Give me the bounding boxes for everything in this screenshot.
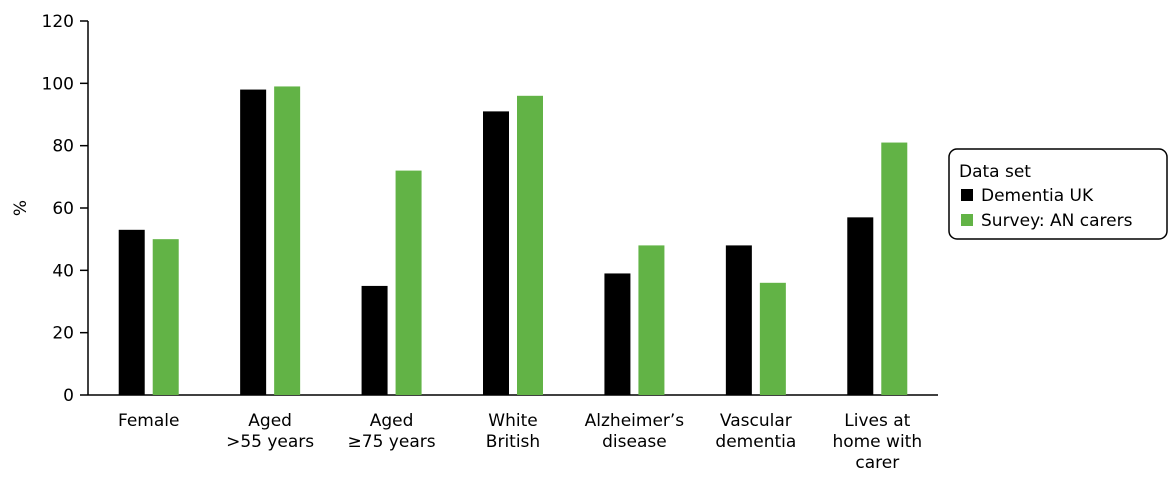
bars	[118, 86, 908, 396]
bar-dementia-uk-0	[118, 229, 145, 395]
y-tick-label-120: 120	[42, 12, 74, 32]
bar-dementia-uk-1	[240, 89, 267, 396]
y-axis-title: %	[11, 200, 31, 216]
bar-survey-an-carers-2	[395, 170, 422, 395]
legend: Data set Dementia UK Survey: AN carers	[948, 148, 1168, 240]
category-label-3: White British	[486, 411, 540, 452]
bar-survey-an-carers-5	[759, 282, 786, 395]
legend-title: Data set	[959, 162, 1031, 182]
category-label-0: Female	[118, 411, 179, 431]
bar-survey-an-carers-3	[517, 95, 543, 396]
legend-swatch-survey-an-carers	[961, 214, 973, 226]
legend-label-survey-an-carers: Survey: AN carers	[981, 211, 1133, 231]
legend-box	[948, 148, 1168, 240]
bar-dementia-uk-6	[847, 217, 874, 395]
bar-dementia-uk-3	[483, 111, 509, 395]
legend-label-dementia-uk: Dementia UK	[981, 186, 1094, 206]
bar-survey-an-carers-6	[881, 142, 908, 395]
category-label-4: Alzheimer’s disease	[585, 411, 685, 452]
y-tick-label-20: 20	[52, 324, 74, 344]
category-label-1: Aged >55 years	[226, 411, 314, 452]
y-tick-label-80: 80	[52, 137, 74, 157]
category-label-6: Lives at home with carer	[832, 411, 922, 473]
axes: 0 20 40 60 80 100 120	[42, 12, 938, 406]
bar-dementia-uk-4	[604, 273, 631, 395]
bar-dementia-uk-2	[361, 285, 388, 395]
y-tick-label-60: 60	[52, 199, 74, 219]
y-tick-label-100: 100	[42, 74, 74, 94]
legend-swatch-dementia-uk	[961, 189, 973, 201]
bar-survey-an-carers-1	[274, 86, 301, 395]
category-label-5: Vascular dementia	[715, 411, 796, 452]
bar-survey-an-carers-0	[152, 239, 179, 395]
y-tick-label-40: 40	[52, 261, 74, 281]
bar-survey-an-carers-4	[638, 245, 665, 395]
bar-dementia-uk-5	[725, 245, 752, 395]
category-labels: Female Aged >55 years Aged ≥75 years White Bri…	[118, 411, 922, 473]
y-tick-label-0: 0	[63, 386, 74, 406]
category-label-2: Aged ≥75 years	[348, 411, 436, 452]
